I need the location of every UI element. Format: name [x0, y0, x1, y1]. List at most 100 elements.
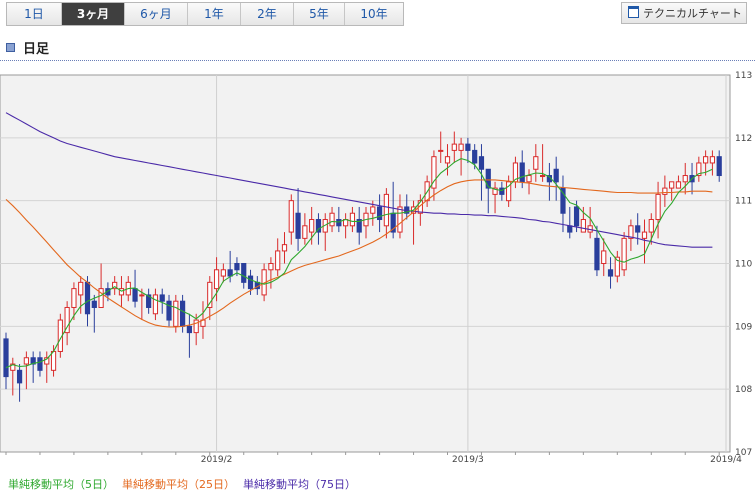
candle-body — [607, 269, 614, 277]
window-icon — [628, 6, 639, 18]
tab-3[interactable]: 1年 — [188, 3, 241, 25]
tab-5[interactable]: 5年 — [294, 3, 345, 25]
candle-body — [492, 187, 498, 195]
candle-body — [105, 288, 111, 296]
candle-body — [44, 357, 50, 365]
candle-body — [288, 200, 294, 233]
section-title: 日足 — [6, 38, 49, 57]
candle-body — [309, 219, 315, 233]
candle-body — [84, 281, 91, 315]
candle-body — [71, 288, 77, 308]
candle-body — [10, 363, 16, 371]
technical-chart-button[interactable]: テクニカルチャート — [621, 2, 747, 24]
candle-body — [295, 212, 301, 239]
candle-body — [601, 250, 607, 265]
candle-body — [118, 288, 125, 296]
candle-body — [682, 175, 688, 183]
candle-body — [648, 219, 654, 233]
dotted-divider — [0, 60, 755, 61]
technical-chart-label: テクニカルチャート — [643, 7, 742, 20]
candle-body — [336, 219, 342, 227]
candle-body — [553, 168, 559, 183]
legend-item-0: 単純移動平均（5日） — [8, 478, 114, 491]
ma5-line — [5, 158, 713, 369]
candle-body — [703, 156, 709, 164]
candle-body — [444, 156, 451, 164]
candle-body — [431, 156, 437, 189]
candle-body — [499, 187, 505, 195]
candle-body — [506, 181, 512, 202]
candle-body — [281, 244, 288, 252]
candle-body — [478, 156, 485, 170]
candle-body — [23, 357, 29, 365]
candle-body — [220, 269, 226, 277]
tab-0[interactable]: 1日 — [7, 3, 62, 25]
section-title-text: 日足 — [23, 42, 50, 57]
candle-body — [78, 281, 84, 296]
y-tick-label: 112 — [735, 134, 752, 144]
period-tabs: 1日 3ヶ月 6ヶ月 1年 2年 5年 10年 — [6, 2, 404, 26]
candle-body — [64, 306, 70, 334]
candle-body — [628, 225, 634, 239]
candle-body — [669, 181, 675, 189]
candle-body — [356, 219, 362, 233]
candle-body — [519, 162, 525, 183]
candle-body — [594, 237, 600, 271]
candle-body — [383, 193, 389, 227]
candle-body — [207, 281, 213, 308]
y-tick-label: 109 — [735, 322, 752, 332]
candle-body — [539, 175, 546, 178]
candle-body — [329, 212, 335, 227]
candle-body — [451, 143, 457, 151]
candle-body — [655, 193, 661, 221]
candle-body — [533, 156, 539, 170]
candle-body — [438, 149, 444, 152]
y-tick-label: 111 — [735, 197, 752, 207]
chart-legend: 単純移動平均（5日） 単純移動平均（25日） 単純移動平均（75日） — [8, 476, 364, 492]
candle-body — [573, 206, 580, 227]
candle-body — [621, 237, 627, 271]
y-tick-label: 107 — [735, 448, 752, 458]
candle-body — [635, 225, 641, 233]
candle-body — [241, 263, 247, 283]
candle-body — [37, 357, 43, 371]
square-icon — [6, 43, 15, 52]
tab-1[interactable]: 3ヶ月 — [62, 3, 125, 25]
legend-item-2: 単純移動平均（75日） — [243, 478, 356, 491]
candle-body — [166, 300, 172, 321]
tab-4[interactable]: 2年 — [241, 3, 294, 25]
y-tick-label: 108 — [735, 385, 752, 395]
candle-body — [227, 269, 233, 277]
candle-body — [349, 212, 356, 227]
ma75-line — [5, 112, 713, 248]
candle-body — [139, 294, 145, 297]
tab-2[interactable]: 6ヶ月 — [125, 3, 188, 25]
candle-body — [112, 281, 118, 290]
candle-body — [696, 162, 702, 177]
candle-body — [662, 187, 668, 195]
candle-body — [159, 294, 165, 302]
tab-6[interactable]: 10年 — [345, 3, 403, 25]
candle-body — [370, 206, 376, 214]
candle-body — [716, 156, 722, 177]
candle-body — [485, 168, 491, 189]
x-tick-label: 2019/2 — [201, 455, 233, 464]
candle-body — [675, 181, 682, 189]
candle-body — [465, 143, 471, 151]
candle-body — [91, 300, 97, 308]
x-tick-label: 2019/3 — [452, 455, 484, 464]
candle-body — [376, 206, 383, 221]
candle-body — [213, 269, 220, 290]
ma25-line — [5, 179, 713, 328]
candle-body — [614, 256, 620, 277]
candle-body — [397, 206, 403, 233]
candle-body — [472, 149, 478, 164]
candle-body — [268, 263, 274, 271]
candle-body — [186, 325, 193, 334]
candle-body — [132, 288, 138, 302]
candle-body — [302, 225, 308, 239]
candle-body — [641, 231, 648, 239]
candle-body — [315, 219, 322, 233]
candle-body — [275, 250, 281, 271]
candle-body — [526, 175, 532, 183]
